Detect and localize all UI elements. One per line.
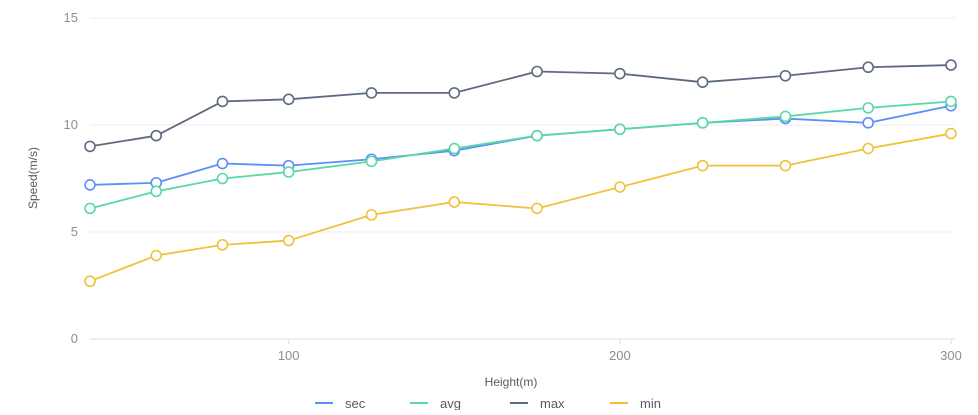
data-point-sec[interactable] [216, 157, 229, 170]
x-axis-title: Height(m) [485, 375, 538, 389]
tick-labels: 0 5 10 15 100 200 300 [64, 10, 962, 363]
data-points [84, 59, 957, 288]
legend: sec avg max min [315, 396, 661, 411]
x-tick-label: 300 [940, 348, 962, 363]
data-point-avg[interactable] [150, 185, 163, 198]
data-point-avg[interactable] [696, 117, 709, 129]
data-point-min[interactable] [945, 127, 957, 140]
data-point-min[interactable] [365, 209, 378, 221]
data-point-max[interactable] [696, 76, 709, 88]
data-point-avg[interactable] [531, 129, 543, 142]
data-point-max[interactable] [365, 87, 378, 99]
data-point-avg[interactable] [365, 155, 378, 168]
data-point-sec[interactable] [862, 117, 875, 129]
data-point-max[interactable] [216, 95, 229, 108]
series-line-avg [89, 100, 952, 210]
y-tick-label: 15 [64, 10, 78, 25]
y-tick-label: 0 [71, 331, 78, 346]
data-point-max[interactable] [862, 61, 875, 74]
data-point-avg[interactable] [282, 166, 295, 178]
data-point-max[interactable] [614, 67, 626, 80]
data-point-min[interactable] [448, 196, 461, 208]
data-point-avg[interactable] [448, 142, 461, 155]
data-point-avg[interactable] [614, 123, 626, 136]
data-point-max[interactable] [448, 87, 461, 99]
y-tick-label: 5 [71, 224, 78, 239]
data-point-max[interactable] [282, 93, 295, 106]
series-line-sec [89, 104, 952, 186]
x-tick-label: 100 [278, 348, 300, 363]
legend-label-avg[interactable]: avg [440, 396, 461, 411]
data-point-min[interactable] [216, 239, 229, 251]
data-point-min[interactable] [150, 249, 163, 262]
data-point-min[interactable] [84, 275, 96, 288]
y-axis-title: Speed(m/s) [26, 147, 40, 209]
data-point-avg[interactable] [216, 172, 229, 185]
data-point-max[interactable] [84, 140, 96, 153]
series-lines [89, 64, 952, 283]
data-point-min[interactable] [862, 142, 875, 155]
data-point-max[interactable] [945, 59, 957, 71]
y-tick-label: 10 [64, 117, 78, 132]
data-point-max[interactable] [150, 129, 163, 142]
data-point-min[interactable] [282, 234, 295, 247]
data-point-min[interactable] [614, 181, 626, 193]
data-point-min[interactable] [779, 159, 792, 172]
x-tick-label: 200 [609, 348, 631, 363]
series-line-min [89, 132, 952, 283]
legend-label-sec[interactable]: sec [345, 396, 366, 411]
data-point-avg[interactable] [945, 95, 957, 108]
legend-label-max[interactable]: max [540, 396, 565, 411]
data-point-min[interactable] [531, 202, 543, 215]
data-point-sec[interactable] [84, 179, 96, 191]
data-point-avg[interactable] [779, 110, 792, 123]
data-point-avg[interactable] [862, 102, 875, 114]
data-point-avg[interactable] [84, 202, 96, 215]
data-point-min[interactable] [696, 159, 709, 172]
data-point-max[interactable] [531, 65, 543, 78]
series-line-max [89, 64, 952, 148]
legend-label-min[interactable]: min [640, 396, 661, 411]
data-point-max[interactable] [779, 69, 792, 82]
grid [90, 17, 955, 344]
